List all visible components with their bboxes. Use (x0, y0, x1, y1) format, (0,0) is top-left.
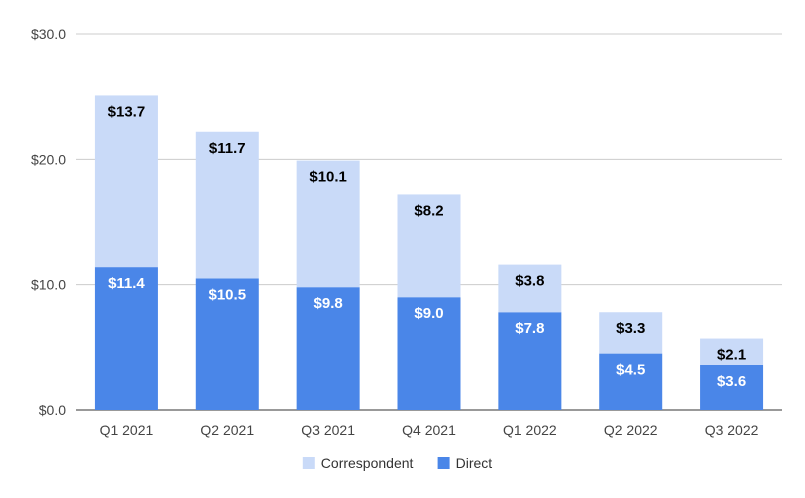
bar-direct-q3-2021 (296, 287, 360, 410)
data-label: $2.1 (717, 347, 746, 364)
y-tick-label: $30.0 (31, 26, 66, 42)
y-tick-label: $10.0 (31, 277, 66, 293)
data-label: $7.8 (515, 320, 544, 337)
y-axis: $0.0 $10.0 $20.0 $30.0 (31, 26, 66, 418)
bar-correspondent-q3-2021 (296, 160, 360, 288)
data-label: $3.8 (515, 273, 544, 290)
x-tick-label: Q4 2021 (402, 422, 456, 438)
data-label: $10.5 (209, 286, 247, 303)
bars: $11.4 $10.5 $9.8 $9.0 $7.8 $4.5 $3.6 $13.7 $11.7… (94, 95, 764, 410)
legend-swatch-direct (437, 457, 450, 469)
bar-direct-q2-2022 (599, 353, 663, 410)
data-label: $11.7 (209, 140, 246, 157)
y-tick-label: $20.0 (31, 151, 66, 167)
bar-correspondent-q3-2022 (700, 338, 764, 365)
x-tick-label: Q2 2021 (200, 422, 254, 438)
bar-direct-q1-2022 (498, 312, 562, 410)
y-tick-label: $0.0 (39, 402, 66, 418)
bar-direct-q1-2021 (94, 267, 158, 410)
data-label: $9.0 (414, 305, 443, 322)
data-label: $3.6 (717, 373, 746, 390)
legend-label-correspondent: Correspondent (321, 455, 414, 471)
data-label: $10.1 (309, 169, 347, 186)
bar-direct-q4-2021 (397, 297, 461, 410)
data-label: $8.2 (414, 202, 443, 219)
x-tick-label: Q3 2021 (301, 422, 355, 438)
bar-direct-q3-2022 (700, 364, 764, 410)
data-label: $9.8 (314, 295, 343, 312)
bar-correspondent-q1-2021 (94, 95, 158, 268)
bar-direct-q2-2021 (195, 278, 259, 410)
bar-correspondent-q4-2021 (397, 194, 461, 298)
bar-correspondent-q2-2021 (195, 131, 259, 279)
x-tick-label: Q1 2022 (503, 422, 557, 438)
x-tick-label: Q2 2022 (604, 422, 658, 438)
bar-correspondent-q1-2022 (498, 264, 562, 313)
x-tick-label: Q3 2022 (705, 422, 759, 438)
legend: Correspondent Direct (302, 455, 493, 471)
data-label: $4.5 (616, 362, 645, 379)
data-label: $11.4 (108, 275, 145, 292)
data-label: $13.7 (108, 103, 146, 120)
data-label: $3.3 (616, 320, 645, 337)
x-axis: Q1 2021 Q2 2021 Q3 2021 Q4 2021 Q1 2022 Q2 20… (100, 422, 759, 438)
legend-swatch-correspondent (302, 457, 315, 469)
x-tick-label: Q1 2021 (100, 422, 154, 438)
legend-label-direct: Direct (456, 455, 493, 471)
bar-correspondent-q2-2022 (599, 312, 663, 354)
